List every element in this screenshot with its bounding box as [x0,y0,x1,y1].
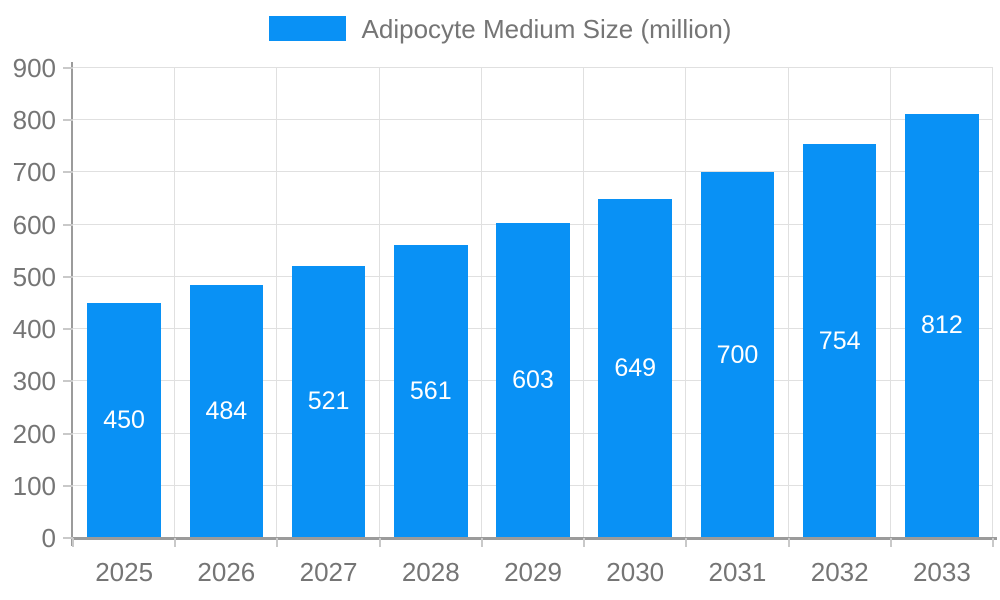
y-axis-label: 100 [12,470,56,501]
bar: 561 [393,245,468,538]
bar-value-label: 700 [716,340,759,369]
bar-value-label: 521 [307,387,350,416]
y-axis-label: 400 [12,314,56,345]
x-axis-tick [174,538,177,547]
x-axis-labels: 2025 2026 2027 2028 2029 2030 2031 2032 2033 [73,558,993,590]
y-axis-label: 0 [41,523,56,553]
y-axis-label: 600 [12,209,56,240]
bar-value-label: 484 [205,397,248,426]
x-axis-line [71,537,997,540]
bar: 484 [189,285,264,538]
gridline-vertical [889,68,891,538]
y-axis-tick [63,119,73,122]
x-axis-label: 2027 [299,557,358,587]
y-axis-tick [63,275,73,278]
x-axis-tick [276,538,279,547]
x-axis-tick [378,538,381,547]
x-axis-label: 2031 [708,557,767,587]
bar-value-label: 603 [512,366,554,395]
gridline-vertical [685,68,687,538]
y-axis-line [71,62,73,546]
x-axis-label: 2029 [504,557,562,587]
x-axis-tick [480,538,483,547]
bar: 603 [496,223,570,538]
y-axis-label: 700 [12,157,56,188]
x-axis-tick [787,538,790,547]
y-axis-labels: 0 100 200 300 400 500 600 700 800 900 [0,55,62,551]
x-axis-tick [889,538,892,547]
plot-area: 450 484 521 561 603 649 700 754 812 [63,67,994,547]
y-axis-tick [63,223,73,226]
legend-swatch-icon [268,15,346,41]
y-axis-tick [63,537,73,539]
bar-value-label: 450 [103,406,145,434]
gridline-vertical [787,68,789,538]
bar-value-label: 754 [818,326,861,355]
bar: 649 [598,199,673,538]
y-axis-tick [63,380,73,383]
chart-legend[interactable]: Adipocyte Medium Size (million) [0,14,1000,42]
bar: 450 [87,303,161,538]
y-axis-label: 200 [12,418,56,449]
bar-value-label: 561 [409,377,452,406]
gridline-horizontal [73,67,993,68]
x-axis-tick [583,538,586,547]
gridline-horizontal [73,119,993,121]
y-axis-tick [63,432,73,435]
y-axis-label: 500 [12,261,56,292]
y-axis-label: 300 [12,366,56,397]
bar: 754 [802,144,877,538]
gridline-vertical [276,68,278,538]
bar: 521 [291,265,366,538]
x-axis-label: 2028 [401,557,460,587]
y-axis-label: 800 [12,105,56,136]
x-axis-label: 2033 [912,557,971,587]
y-axis-tick [63,67,73,69]
x-axis-tick [992,538,994,547]
x-axis-label: 2032 [810,557,869,587]
y-axis-label: 900 [12,53,56,83]
bar-value-label: 812 [921,311,963,340]
gridline-vertical [480,68,482,538]
gridline-vertical [378,68,380,538]
bar: 812 [905,113,979,538]
x-axis-label: 2026 [197,557,256,587]
bar-value-label: 649 [614,354,657,383]
gridline-vertical [992,68,993,538]
x-axis-tick [685,538,688,547]
y-axis-tick [63,484,73,487]
y-axis-tick [63,171,73,174]
x-axis-label: 2025 [95,557,154,587]
gridline-vertical [174,68,176,538]
legend-label: Adipocyte Medium Size (million) [361,14,732,44]
gridline-vertical [583,68,585,538]
y-axis-tick [63,328,73,331]
x-axis-label: 2030 [606,557,665,587]
bar: 700 [700,172,775,538]
x-axis-tick [72,538,74,547]
gridline-horizontal [73,171,993,173]
